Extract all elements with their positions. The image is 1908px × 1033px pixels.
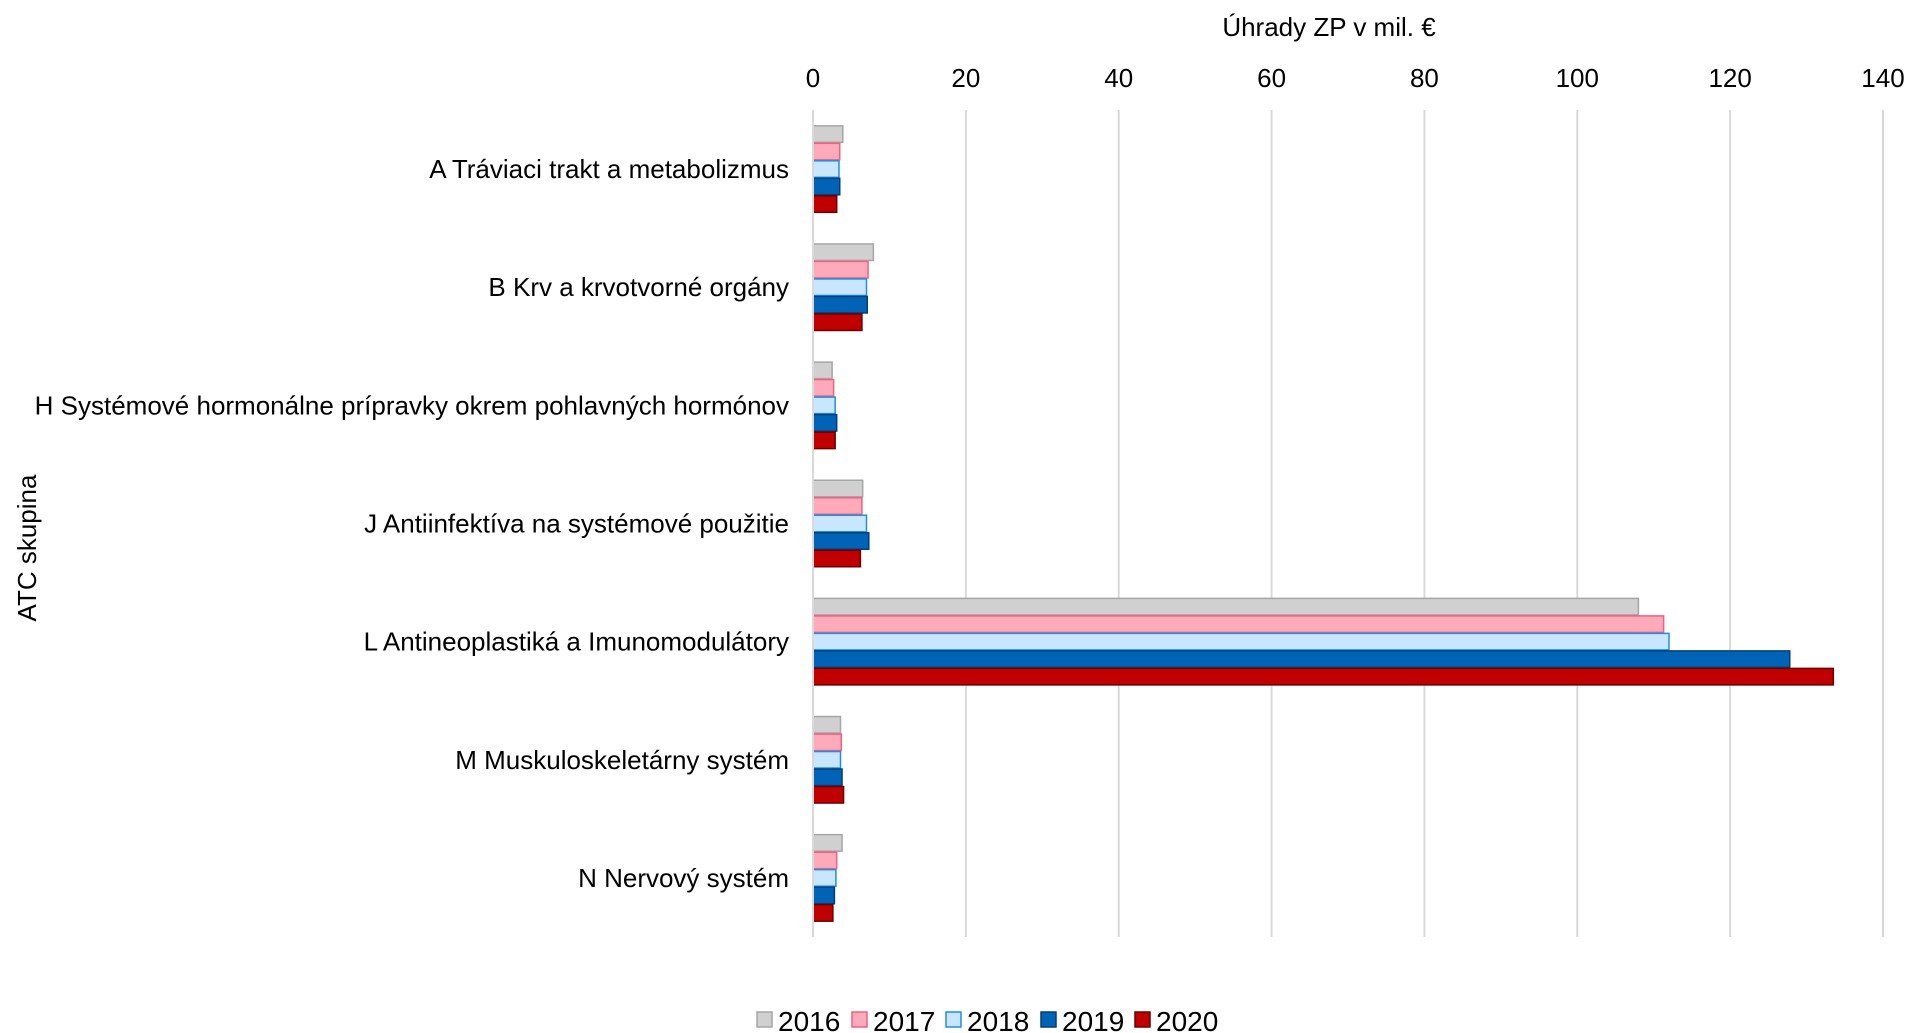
category-label: A Tráviaci trakt a metabolizmus	[429, 154, 789, 184]
category-label: J Antiinfektíva na systémové použitie	[364, 509, 789, 539]
bar-2017	[812, 733, 843, 752]
x-tick-labels: 0 20 40 60 80 100 120 140	[806, 63, 1905, 93]
legend-swatch	[945, 1011, 962, 1028]
legend-swatch	[1134, 1011, 1151, 1028]
bars	[812, 125, 1835, 922]
legend-label: 2020	[1156, 1006, 1218, 1033]
bar-2018	[812, 278, 868, 297]
legend-swatch	[851, 1011, 868, 1028]
bar-2020	[812, 195, 838, 214]
bar-2018	[812, 396, 836, 415]
bar-2017	[812, 142, 841, 161]
bar-2016	[812, 361, 833, 380]
x-tick-label: 60	[1257, 63, 1286, 93]
category-label: L Antineoplastiká a Imunomodulátory	[364, 627, 789, 657]
category-label: H Systémové hormonálne prípravky okrem p…	[35, 390, 789, 420]
x-tick-label: 40	[1104, 63, 1133, 93]
bar-2020	[812, 431, 836, 450]
bar-2016	[812, 597, 1640, 616]
x-axis-title: Úhrady ZP v mil. €	[1222, 12, 1436, 42]
bar-2018	[812, 160, 840, 179]
bar-2020	[812, 785, 845, 804]
x-tick-label: 0	[806, 63, 820, 93]
bar-2019	[812, 177, 841, 196]
x-tick-label: 140	[1861, 63, 1904, 93]
category-label: M Muskuloskeletárny systém	[455, 745, 789, 775]
y-axis-title: ATC skupina	[12, 474, 42, 621]
x-tick-label: 120	[1708, 63, 1751, 93]
category-label: N Nervový systém	[578, 863, 789, 893]
bar-2016	[812, 715, 842, 734]
gridlines	[812, 110, 1884, 937]
bar-2020	[812, 549, 862, 568]
legend-swatch	[756, 1011, 773, 1028]
bar-2017	[812, 851, 838, 870]
bar-2019	[812, 886, 836, 905]
bar-2019	[812, 650, 1791, 669]
legend-item-2017: 2017	[851, 1006, 935, 1033]
category-labels: A Tráviaci trakt a metabolizmus B Krv a k…	[35, 154, 789, 893]
legend-label: 2017	[873, 1006, 935, 1033]
bar-2017	[812, 497, 863, 515]
legend-swatch	[1040, 1011, 1057, 1028]
bar-2017	[812, 378, 835, 397]
legend-item-2016: 2016	[756, 1006, 840, 1033]
x-tick-label: 20	[951, 63, 980, 93]
bar-2018	[812, 868, 837, 887]
legend-item-2019: 2019	[1040, 1006, 1124, 1033]
bar-2017	[812, 260, 869, 279]
legend: 2016 2017 2018 2019 2020	[756, 1006, 1218, 1033]
x-tick-label: 100	[1556, 63, 1599, 93]
bar-2019	[812, 295, 869, 314]
bar-2018	[812, 632, 1670, 651]
bar-2019	[812, 768, 843, 787]
category-label: B Krv a krvotvorné orgány	[488, 272, 789, 302]
bar-2016	[812, 243, 875, 262]
legend-label: 2018	[967, 1006, 1029, 1033]
bar-2019	[812, 413, 838, 432]
legend-label: 2019	[1062, 1006, 1124, 1033]
bar-2020	[812, 667, 1835, 686]
bar-2016	[812, 833, 843, 852]
bar-2018	[812, 750, 842, 769]
x-tick-label: 80	[1410, 63, 1439, 93]
bar-2018	[812, 514, 868, 533]
bar-2016	[812, 479, 864, 498]
bar-2017	[812, 615, 1665, 634]
bar-2019	[812, 532, 870, 550]
legend-item-2020: 2020	[1134, 1006, 1218, 1033]
bar-2020	[812, 903, 834, 922]
bar-2020	[812, 313, 863, 332]
bar-2016	[812, 125, 844, 144]
legend-item-2018: 2018	[945, 1006, 1029, 1033]
legend-label: 2016	[778, 1006, 840, 1033]
